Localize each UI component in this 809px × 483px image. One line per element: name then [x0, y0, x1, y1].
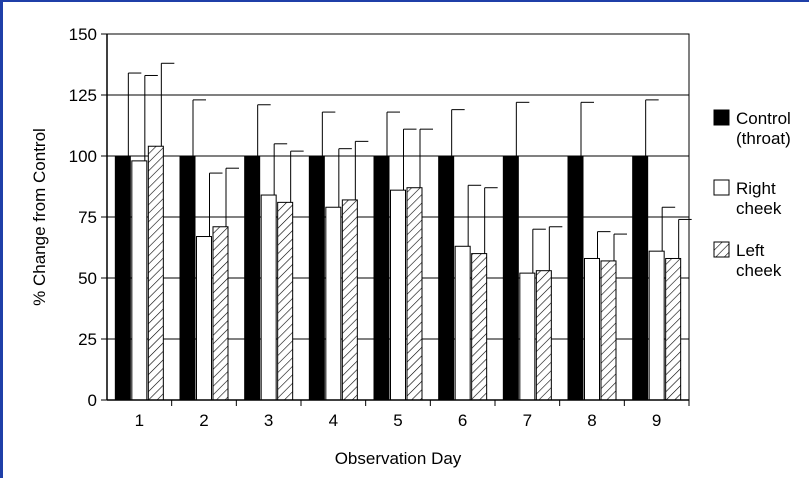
y-tick-label: 0 [88, 391, 97, 410]
legend-label: cheek [736, 199, 782, 218]
legend-label: Control [736, 109, 791, 128]
bar-series-2 [519, 272, 536, 401]
bar-series-1 [244, 155, 261, 401]
bar-series-3 [535, 270, 552, 401]
legend-label: cheek [736, 261, 782, 280]
x-tick-label: 2 [199, 411, 208, 430]
y-axis-title: % Change from Control [30, 128, 49, 306]
bar-chart: 0 25 50 75 100 125 150 1 2 3 4 5 6 7 8 9 Observation Da… [30, 25, 791, 468]
bar-series-3 [341, 199, 358, 401]
x-tick-label: 5 [393, 411, 402, 430]
legend-swatch-2 [713, 179, 730, 196]
bar-series-1 [502, 155, 519, 401]
bar-series-2 [454, 245, 471, 401]
bar-series-2 [131, 160, 148, 401]
x-tick-label: 6 [458, 411, 467, 430]
bar-series-2 [260, 194, 277, 401]
legend-label: (throat) [736, 129, 791, 148]
y-tick-label: 50 [78, 269, 97, 288]
x-tick-label: 4 [329, 411, 338, 430]
legend-swatch-3 [713, 241, 730, 258]
x-axis-title: Observation Day [335, 449, 462, 468]
x-tick-label: 1 [135, 411, 144, 430]
x-tick-label: 3 [264, 411, 273, 430]
y-tick-label: 75 [78, 208, 97, 227]
y-tick-label: 100 [69, 147, 97, 166]
bar-series-2 [648, 250, 665, 401]
bar-series-1 [308, 155, 325, 401]
bar-series-3 [471, 253, 488, 401]
x-tick-label: 7 [523, 411, 532, 430]
y-tick-label: 25 [78, 330, 97, 349]
bar-series-1 [179, 155, 196, 401]
axes: 0 25 50 75 100 125 150 1 2 3 4 5 6 7 8 9 [69, 25, 690, 430]
bar-series-3 [600, 260, 617, 401]
bar-series-2 [196, 236, 212, 401]
bars [114, 62, 692, 401]
legend-label: Left [736, 241, 765, 260]
legend-swatch-1 [713, 109, 730, 126]
bar-series-1 [114, 155, 131, 401]
x-tick-label: 8 [587, 411, 596, 430]
bar-series-2 [584, 257, 600, 401]
bar-series-1 [567, 155, 584, 401]
y-tick-label: 150 [69, 25, 97, 44]
bar-series-1 [373, 155, 390, 401]
bar-series-3 [147, 145, 164, 401]
bar-series-2 [325, 206, 342, 401]
bar-series-3 [665, 257, 682, 401]
bar-series-1 [438, 155, 455, 401]
bar-series-3 [406, 187, 423, 401]
bar-series-3 [212, 226, 229, 401]
bar-series-2 [390, 189, 406, 401]
y-tick-label: 125 [69, 86, 97, 105]
bar-series-1 [632, 155, 649, 401]
x-tick-label: 9 [652, 411, 661, 430]
legend-label: Right [736, 179, 776, 198]
bar-series-3 [277, 201, 294, 401]
